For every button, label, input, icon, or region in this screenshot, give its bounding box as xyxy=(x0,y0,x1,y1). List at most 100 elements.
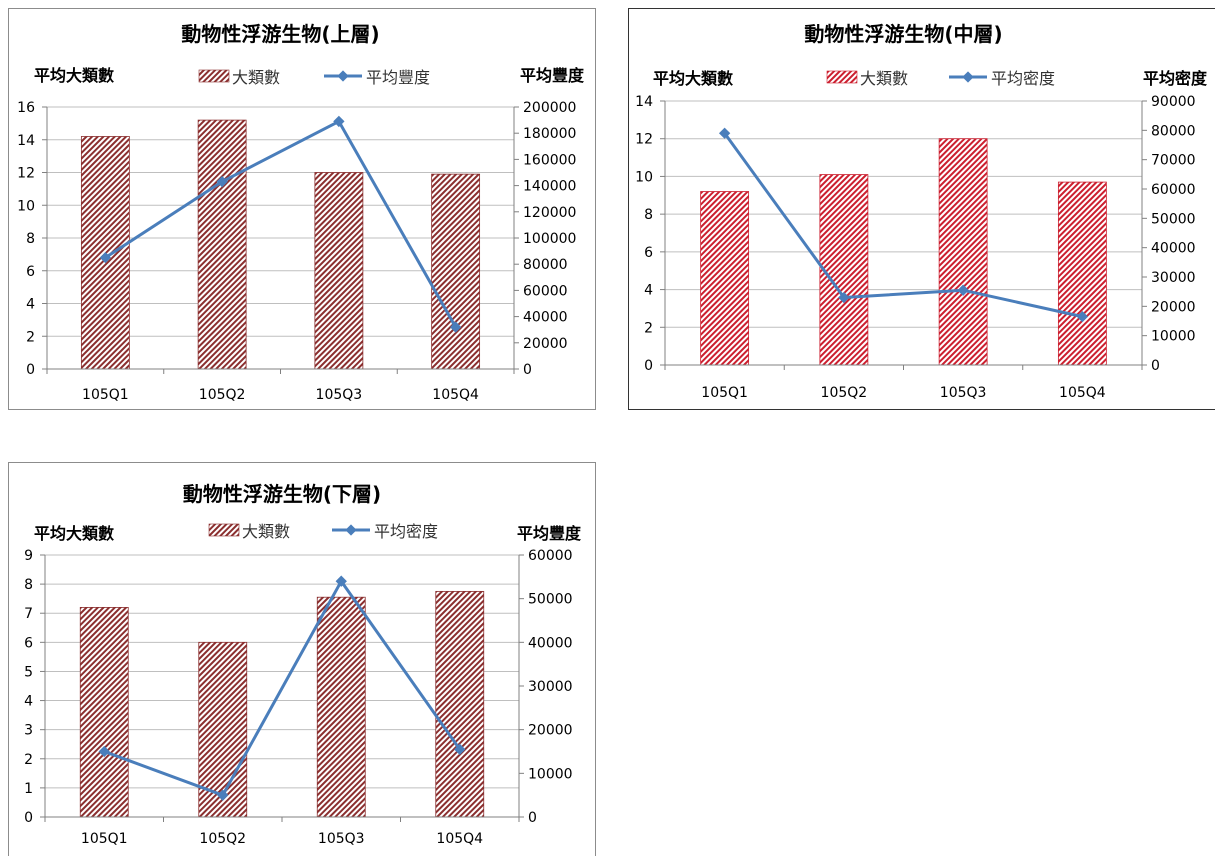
y-axis-title: 平均大類數 xyxy=(34,524,114,543)
y-tick-label: 3 xyxy=(24,723,33,739)
x-tick-label: 105Q1 xyxy=(701,385,748,401)
legend-bar-swatch xyxy=(198,69,230,83)
y-tick-label: 0 xyxy=(644,358,653,374)
y2-tick-label: 100000 xyxy=(523,231,576,247)
y2-tick-label: 120000 xyxy=(523,205,576,221)
y2-tick-label: 10000 xyxy=(528,766,573,782)
y2-tick-label: 30000 xyxy=(528,679,573,695)
legend-line-label: 平均密度 xyxy=(991,69,1055,88)
y-tick-label: 2 xyxy=(644,320,653,336)
y2-tick-label: 0 xyxy=(523,362,532,378)
legend-line-marker xyxy=(962,71,974,83)
y-tick-label: 4 xyxy=(24,694,33,710)
bar-105Q3 xyxy=(938,138,988,366)
y2-tick-label: 20000 xyxy=(1151,299,1196,315)
y-tick-label: 2 xyxy=(26,329,35,345)
line-series xyxy=(104,119,457,328)
y2-tick-label: 20000 xyxy=(528,723,573,739)
x-tick-label: 105Q3 xyxy=(318,831,365,847)
bar-105Q4 xyxy=(1057,181,1107,366)
chart-panel-middle: 動物性浮游生物(中層) 平均大類數 平均密度 大類數 平均密度 0 2 4 6 8 10 12 14 0 1… xyxy=(628,8,1215,410)
y-tick-label: 6 xyxy=(644,245,653,261)
upper-layer-chart: 動物性浮游生物(上層) 平均大類數 平均豐度 大類數 平均豐度 0 2 4 6 8 10 12 14 16… xyxy=(17,22,585,403)
y2-tick-label: 80000 xyxy=(523,257,568,273)
y-tick-label: 10 xyxy=(635,169,653,185)
line-point-105Q2 xyxy=(217,789,229,801)
legend-line-label: 平均豐度 xyxy=(366,68,430,87)
line-point-105Q3 xyxy=(957,284,969,296)
line-point-105Q2 xyxy=(216,176,228,188)
chart-panel-upper: 動物性浮游生物(上層) 平均大類數 平均豐度 大類數 平均豐度 0 2 4 6 8 10 12 14 16… xyxy=(8,8,596,410)
legend-line-label: 平均密度 xyxy=(374,522,438,541)
bar-105Q1 xyxy=(700,191,750,366)
x-tick-label: 105Q3 xyxy=(940,385,987,401)
y-tick-label: 6 xyxy=(24,635,33,651)
line-point-105Q4 xyxy=(449,321,462,333)
y-axis-title: 平均大類數 xyxy=(34,66,114,85)
y2-tick-label: 0 xyxy=(528,810,537,826)
line-point-105Q2 xyxy=(838,291,850,304)
x-tick-label: 105Q3 xyxy=(316,387,363,403)
line-point-105Q4 xyxy=(1076,310,1089,323)
legend-bar-label: 大類數 xyxy=(860,69,908,88)
x-tick-label: 105Q1 xyxy=(81,831,128,847)
y-axis-title: 平均大類數 xyxy=(653,69,733,88)
legend-bar-swatch xyxy=(208,523,240,537)
y2-tick-label: 180000 xyxy=(523,126,576,142)
x-tick-label: 105Q4 xyxy=(436,831,483,847)
chart-title: 動物性浮游生物(中層) xyxy=(804,22,1002,46)
bar-105Q4 xyxy=(435,590,485,818)
y2-axis-title: 平均密度 xyxy=(1143,69,1208,88)
y2-tick-label: 60000 xyxy=(523,283,568,299)
line-point-105Q1 xyxy=(718,127,731,139)
y2-tick-label: 40000 xyxy=(1151,241,1196,257)
y-tick-label: 6 xyxy=(26,264,35,280)
y-tick-label: 8 xyxy=(644,207,653,223)
bar-105Q4 xyxy=(431,173,481,370)
legend-line-marker xyxy=(337,70,349,82)
chart-title: 動物性浮游生物(下層) xyxy=(183,482,381,506)
x-tick-label: 105Q4 xyxy=(1059,385,1106,401)
y-tick-label: 1 xyxy=(24,781,33,797)
legend-bar-label: 大類數 xyxy=(232,68,280,87)
chart-panel-lower: 動物性浮游生物(下層) 平均大類數 平均豐度 大類數 平均密度 0 1 2 3 4 5 6 7 8 9 0 10… xyxy=(8,462,596,856)
x-tick-label: 105Q4 xyxy=(432,387,479,403)
y2-tick-label: 70000 xyxy=(1151,153,1196,169)
y2-tick-label: 90000 xyxy=(1151,94,1196,110)
y2-tick-label: 60000 xyxy=(528,548,573,564)
y-tick-label: 14 xyxy=(635,94,653,110)
x-tick-label: 105Q2 xyxy=(199,831,246,847)
y-tick-label: 5 xyxy=(24,664,33,680)
bar-105Q3 xyxy=(316,596,366,818)
bar-105Q2 xyxy=(197,119,247,370)
x-tick-label: 105Q1 xyxy=(82,387,129,403)
lower-layer-chart: 動物性浮游生物(下層) 平均大類數 平均豐度 大類數 平均密度 0 1 2 3 4 5 6 7 8 9 0 10… xyxy=(24,482,582,847)
x-tick-label: 105Q2 xyxy=(199,387,246,403)
y2-tick-label: 20000 xyxy=(523,336,568,352)
y-tick-label: 0 xyxy=(24,810,33,826)
y-tick-label: 8 xyxy=(24,577,33,593)
y2-tick-label: 40000 xyxy=(528,635,573,651)
bar-105Q2 xyxy=(819,174,869,366)
y2-tick-label: 10000 xyxy=(1151,329,1196,345)
y2-tick-label: 50000 xyxy=(528,592,573,608)
bar-105Q3 xyxy=(314,172,364,370)
y2-tick-label: 60000 xyxy=(1151,182,1196,198)
middle-layer-chart: 動物性浮游生物(中層) 平均大類數 平均密度 大類數 平均密度 0 2 4 6 8 10 12 14 0 1… xyxy=(635,22,1208,401)
y2-tick-label: 200000 xyxy=(523,100,576,116)
legend-bar-swatch xyxy=(826,70,858,84)
y-tick-label: 16 xyxy=(17,100,35,116)
y-tick-label: 14 xyxy=(17,133,35,149)
y-tick-label: 10 xyxy=(17,198,35,214)
x-tick-label: 105Q2 xyxy=(821,385,868,401)
y2-tick-label: 0 xyxy=(1151,358,1160,374)
bar-105Q1 xyxy=(79,606,129,818)
y-tick-label: 4 xyxy=(26,297,35,313)
y-tick-label: 8 xyxy=(26,231,35,247)
y-tick-label: 4 xyxy=(644,283,653,299)
y-tick-label: 7 xyxy=(24,606,33,622)
legend-bar-label: 大類數 xyxy=(242,522,290,541)
y-tick-label: 0 xyxy=(26,362,35,378)
chart-title: 動物性浮游生物(上層) xyxy=(181,22,379,46)
line-series xyxy=(103,579,461,797)
